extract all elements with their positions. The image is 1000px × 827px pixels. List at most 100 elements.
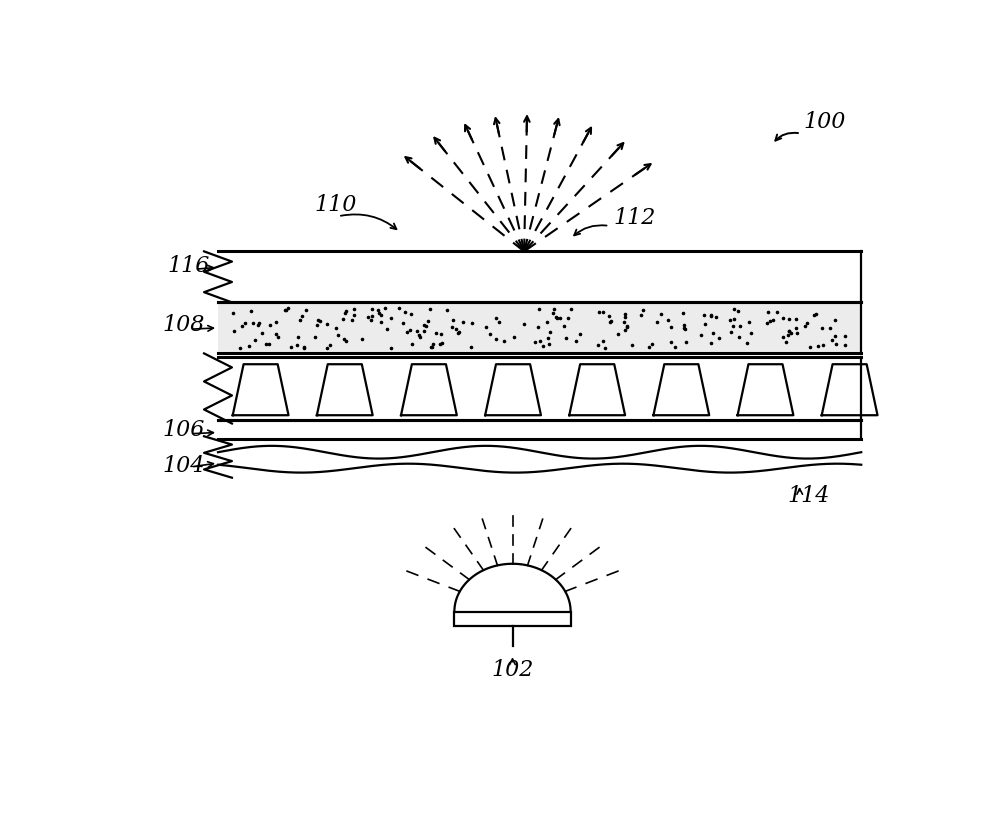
Point	[283, 342, 299, 355]
Point	[808, 308, 824, 321]
Bar	[454, 612, 571, 626]
Point	[424, 341, 440, 354]
Point	[292, 314, 308, 327]
Point	[226, 325, 242, 338]
Point	[531, 304, 547, 317]
Point	[827, 314, 843, 327]
Point	[397, 307, 413, 320]
Point	[422, 303, 438, 316]
Text: 110: 110	[315, 194, 357, 216]
Point	[516, 318, 532, 332]
Point	[328, 322, 344, 335]
Point	[601, 310, 617, 323]
Point	[360, 311, 376, 324]
Point	[530, 321, 546, 334]
Point	[290, 331, 306, 344]
Point	[432, 337, 448, 351]
Point	[624, 339, 640, 352]
Point	[434, 337, 450, 351]
Point	[278, 304, 294, 317]
Point	[775, 312, 791, 325]
Point	[572, 327, 588, 341]
Point	[423, 341, 439, 354]
Point	[383, 342, 399, 355]
Point	[338, 335, 354, 348]
Point	[663, 336, 679, 349]
Point	[619, 321, 635, 334]
Point	[307, 331, 323, 344]
Point	[602, 317, 618, 330]
Point	[336, 332, 352, 346]
Point	[549, 312, 565, 325]
Point	[337, 308, 353, 321]
Point	[539, 316, 555, 329]
Point	[338, 305, 354, 318]
Point	[759, 318, 775, 331]
Point	[319, 318, 335, 331]
Point	[371, 308, 387, 321]
Point	[778, 336, 794, 349]
Point	[731, 331, 747, 344]
Point	[828, 338, 844, 351]
Point	[251, 317, 267, 330]
Point	[310, 313, 326, 327]
Point	[463, 342, 479, 355]
Point	[765, 314, 781, 327]
Point	[617, 311, 633, 324]
Point	[827, 330, 843, 343]
Point	[535, 341, 551, 354]
Point	[335, 313, 351, 327]
Bar	[218, 421, 861, 440]
Point	[558, 332, 574, 346]
Point	[781, 326, 797, 339]
Point	[373, 316, 389, 329]
Point	[322, 339, 338, 352]
Point	[743, 327, 759, 340]
Text: 104: 104	[162, 455, 205, 476]
Text: 106: 106	[162, 418, 205, 441]
Point	[708, 312, 724, 325]
Point	[428, 327, 444, 340]
Point	[741, 316, 757, 329]
Point	[420, 315, 436, 328]
Point	[810, 341, 826, 354]
Point	[309, 319, 325, 332]
Point	[610, 328, 626, 342]
Point	[425, 338, 441, 351]
Point	[268, 327, 284, 341]
Point	[780, 329, 796, 342]
Point	[296, 342, 312, 355]
Point	[619, 320, 635, 333]
Point	[783, 327, 799, 341]
Point	[676, 322, 692, 335]
Point	[319, 342, 335, 355]
Point	[703, 310, 719, 323]
Point	[653, 308, 669, 321]
Point	[237, 317, 253, 330]
Point	[346, 309, 362, 323]
Point	[409, 324, 425, 337]
Point	[444, 321, 460, 334]
Point	[678, 336, 694, 349]
Point	[364, 304, 380, 317]
Point	[506, 332, 522, 345]
Point	[545, 308, 561, 321]
Point	[722, 313, 738, 327]
Point	[268, 316, 284, 329]
Point	[725, 320, 741, 333]
Text: 102: 102	[491, 658, 534, 681]
Point	[418, 320, 434, 333]
Point	[354, 333, 370, 347]
Point	[762, 315, 778, 328]
Point	[402, 324, 418, 337]
Point	[676, 318, 692, 332]
Point	[788, 313, 804, 326]
Point	[411, 329, 427, 342]
Text: 116: 116	[168, 254, 210, 276]
Point	[617, 323, 633, 337]
Point	[597, 342, 613, 356]
Point	[641, 342, 657, 355]
Point	[404, 338, 420, 351]
Point	[552, 312, 568, 325]
Point	[488, 312, 504, 325]
